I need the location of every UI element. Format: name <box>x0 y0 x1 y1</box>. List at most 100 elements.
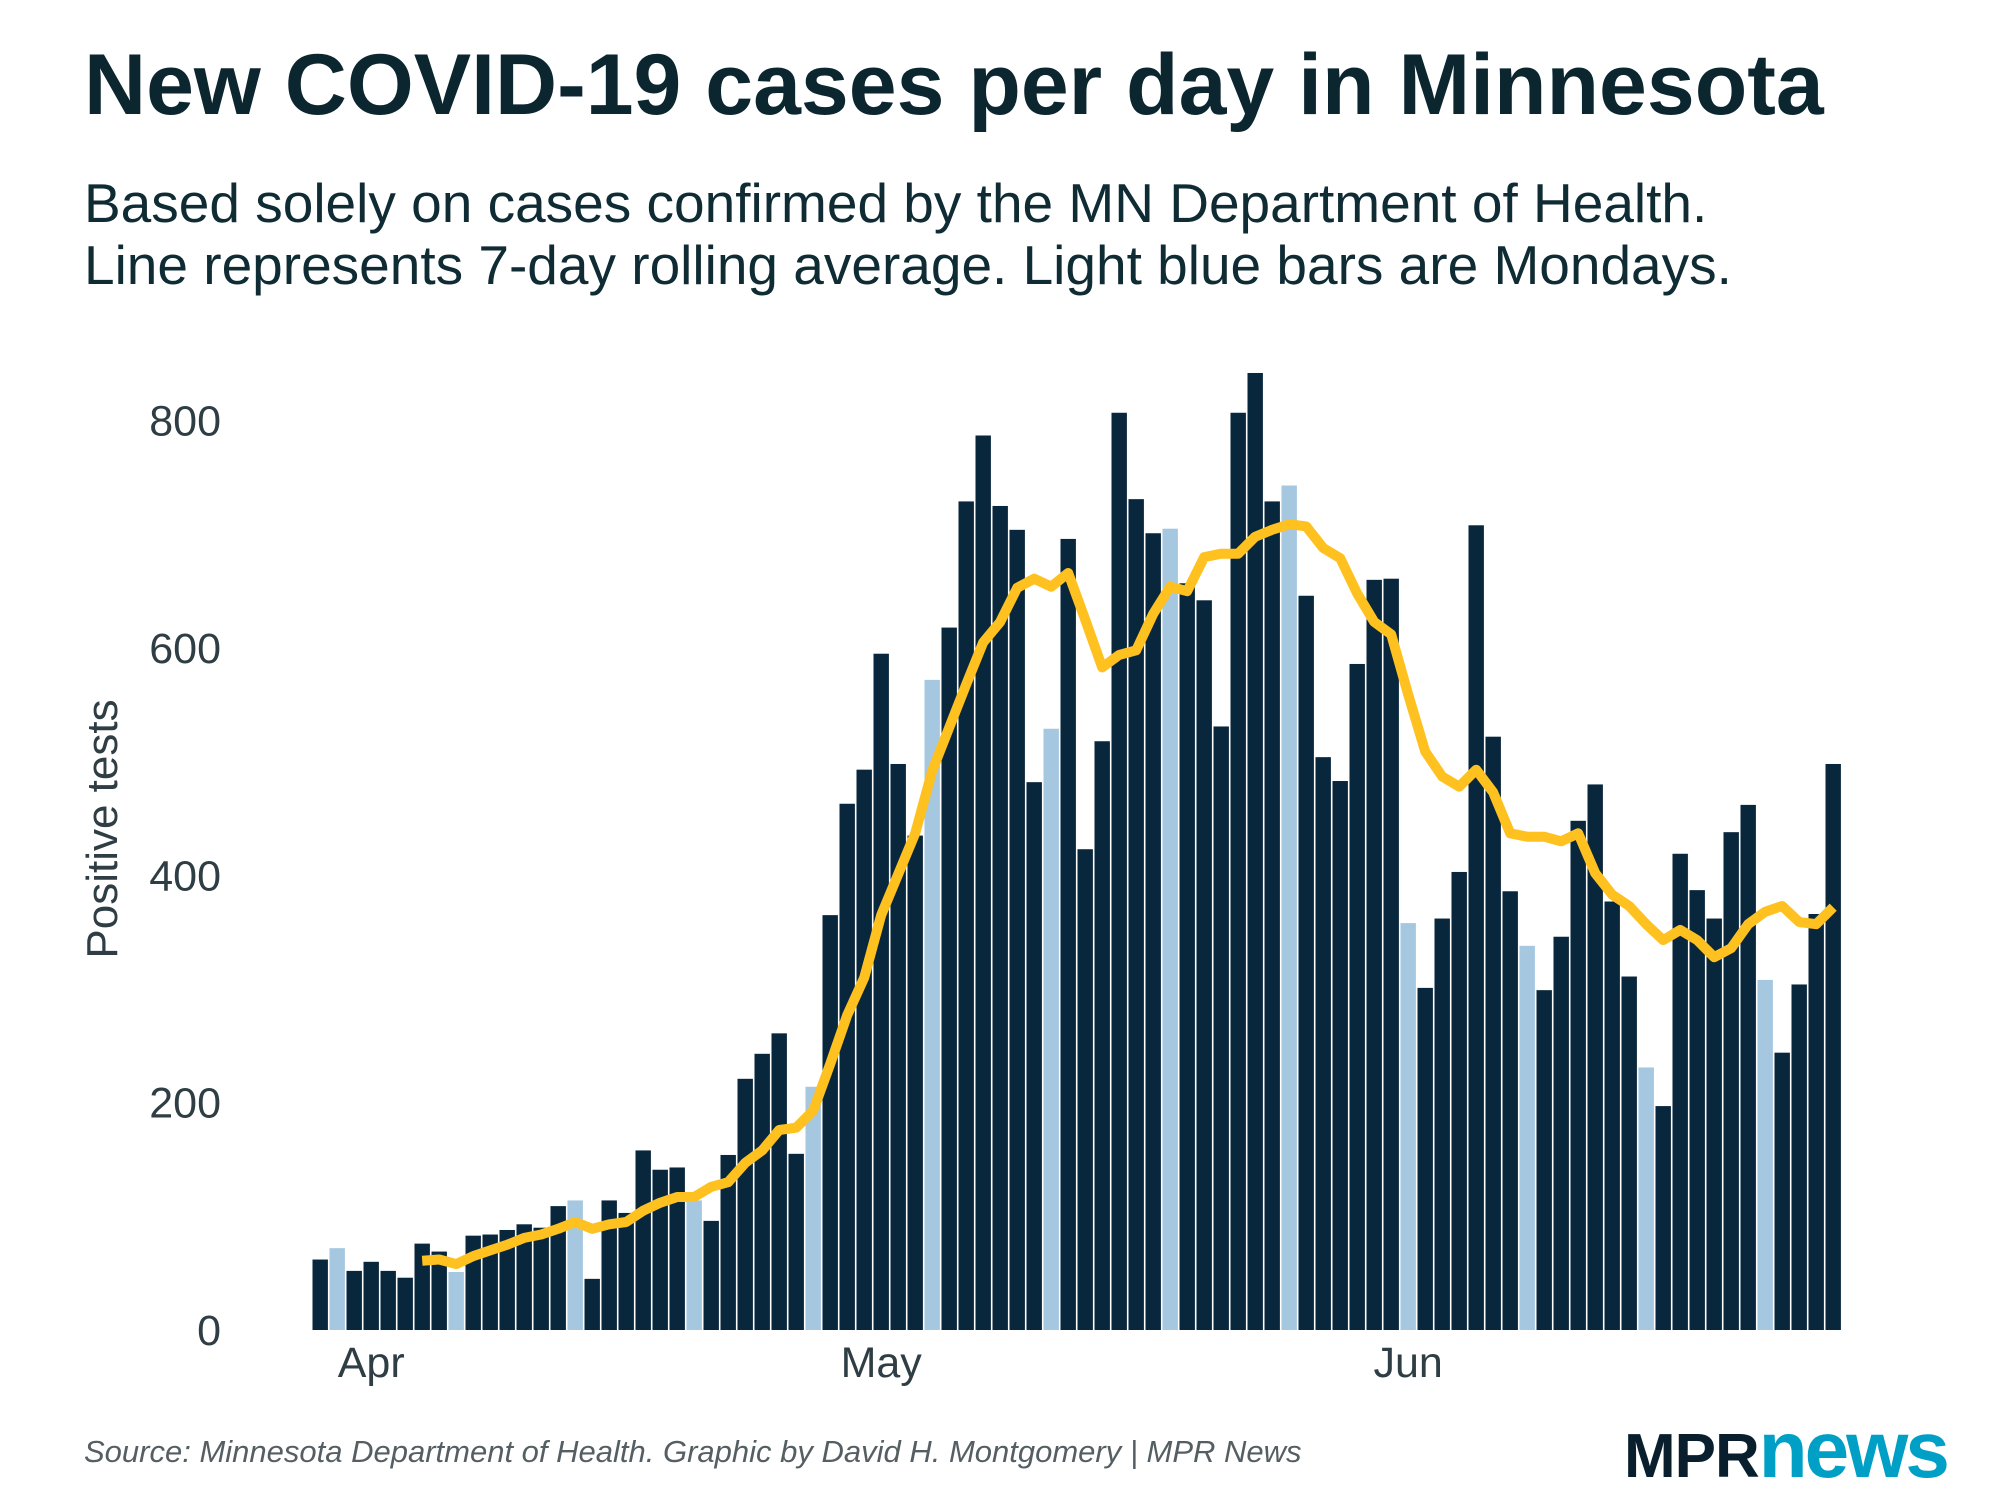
bar <box>1264 501 1280 1331</box>
x-tick-label: Jun <box>1374 1339 1443 1387</box>
bar <box>363 1261 379 1330</box>
bar <box>737 1078 753 1330</box>
bar-monday <box>448 1272 464 1330</box>
y-tick-label: 400 <box>149 852 221 900</box>
bar-monday <box>1400 923 1416 1330</box>
bar <box>873 653 889 1330</box>
bar <box>346 1270 362 1330</box>
bar <box>1009 529 1025 1330</box>
chart-title: New COVID-19 cases per day in Minnesota <box>84 37 1824 133</box>
bar <box>1570 820 1586 1330</box>
bar-monday <box>1519 945 1535 1330</box>
bar <box>1468 525 1484 1330</box>
bar <box>635 1150 651 1330</box>
bar <box>720 1154 736 1330</box>
bar <box>907 835 923 1330</box>
bar <box>1366 579 1382 1330</box>
bar <box>1128 499 1144 1330</box>
logo-news: news <box>1758 1405 1950 1494</box>
bar <box>771 1033 787 1330</box>
bar <box>1383 578 1399 1330</box>
bar <box>1587 784 1603 1330</box>
bar <box>1094 741 1110 1330</box>
bar <box>1740 804 1756 1330</box>
bar <box>1077 849 1093 1330</box>
bar <box>754 1053 770 1330</box>
bar <box>584 1278 600 1330</box>
bar <box>1672 853 1688 1330</box>
bar <box>1196 600 1212 1330</box>
bar <box>618 1212 634 1330</box>
bar <box>652 1169 668 1330</box>
bar <box>482 1234 498 1330</box>
y-tick-label: 0 <box>197 1307 221 1355</box>
bar-monday <box>329 1248 345 1330</box>
bar-monday <box>686 1200 702 1330</box>
bar <box>1298 595 1314 1330</box>
bar <box>1060 538 1076 1330</box>
bar <box>822 915 838 1330</box>
x-axis: Apr May Jun <box>338 1339 1443 1387</box>
bar <box>992 505 1008 1331</box>
bar-monday <box>1638 1067 1654 1330</box>
bar <box>1808 914 1824 1330</box>
bar <box>1230 412 1246 1330</box>
bar <box>1213 726 1229 1330</box>
bar <box>1417 987 1433 1330</box>
bar <box>380 1270 396 1330</box>
rolling-average-line <box>421 519 1837 1270</box>
bar <box>941 627 957 1330</box>
bar <box>1621 976 1637 1330</box>
bar <box>1315 757 1331 1330</box>
bar <box>1706 918 1722 1330</box>
bar <box>856 769 872 1330</box>
bar <box>1825 763 1841 1330</box>
bar <box>550 1206 566 1330</box>
source-credit: Source: Minnesota Department of Health. … <box>84 1434 1302 1469</box>
bar <box>788 1153 804 1330</box>
bar <box>601 1200 617 1330</box>
bar <box>516 1224 532 1330</box>
bar <box>499 1229 515 1330</box>
y-tick-label: 800 <box>149 398 221 446</box>
bar <box>1145 533 1161 1330</box>
y-axis-title: Positive tests <box>78 699 127 958</box>
bar <box>312 1259 328 1330</box>
bar <box>839 803 855 1330</box>
bar-monday <box>1757 979 1773 1330</box>
bar <box>1332 781 1348 1330</box>
bar <box>1774 1052 1790 1330</box>
bar <box>890 763 906 1330</box>
bar <box>1536 990 1552 1330</box>
subtitle-line-1: Based solely on cases confirmed by the M… <box>84 172 1708 234</box>
bar <box>669 1167 685 1330</box>
chart-subtitle: Based solely on cases confirmed by the M… <box>84 172 1732 296</box>
bar <box>533 1227 549 1330</box>
bar <box>975 435 991 1330</box>
bar-monday <box>1281 485 1297 1330</box>
bars-group <box>312 372 1841 1331</box>
x-tick-label: Apr <box>338 1339 405 1387</box>
bar <box>1247 372 1263 1330</box>
bar-monday <box>1162 528 1178 1330</box>
bar <box>1502 891 1518 1330</box>
x-tick-label: May <box>841 1339 923 1387</box>
y-tick-label: 600 <box>149 625 221 673</box>
bar <box>1349 663 1365 1330</box>
bar <box>1689 890 1705 1330</box>
bar <box>1485 736 1501 1330</box>
logo-mpr: MPR <box>1624 1422 1760 1491</box>
bar-monday <box>805 1086 821 1330</box>
bar <box>703 1220 719 1330</box>
bar <box>1434 918 1450 1330</box>
bar <box>958 501 974 1331</box>
bar <box>1723 832 1739 1330</box>
bar-monday <box>567 1200 583 1330</box>
bar-monday <box>924 679 940 1330</box>
bar <box>1655 1106 1671 1330</box>
y-tick-label: 200 <box>149 1080 221 1128</box>
bar <box>1111 412 1127 1330</box>
bar <box>1179 583 1195 1330</box>
mpr-news-logo: MPRnews <box>1624 1404 1950 1496</box>
